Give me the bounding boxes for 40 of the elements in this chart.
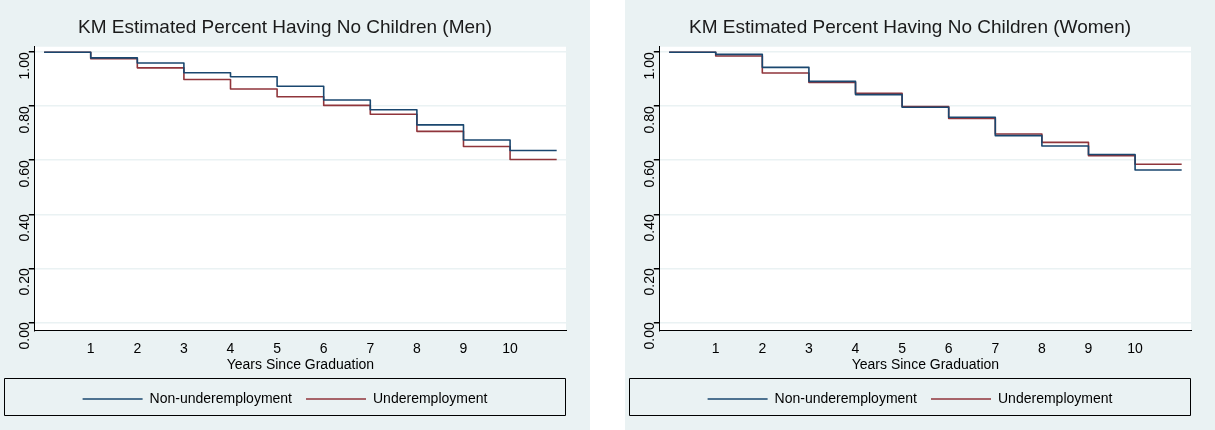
x-tick-label: 6 [944,339,953,356]
x-tick-label: 3 [180,339,189,356]
x-tick-label: 3 [805,339,814,356]
legend-label: Non-underemployment [774,389,918,406]
y-tick-label: 0.00 [15,322,32,350]
x-tick-label: 4 [851,339,860,356]
y-tick-label: 1.00 [15,51,32,80]
x-tick-label: 7 [366,339,375,356]
x-axis-title: Years Since Graduation [851,356,1000,373]
y-tick-label: 0.80 [15,106,32,134]
chart-title: KM Estimated Percent Having No Children (Women) [688,15,1132,37]
y-tick-label: 0.80 [640,106,657,134]
x-tick-label: 8 [1037,339,1046,356]
y-tick-label: 1.00 [640,51,657,80]
chart-title: KM Estimated Percent Having No Children (Men) [78,15,492,37]
x-tick-label: 10 [1127,339,1144,356]
x-tick-label: 1 [86,339,95,356]
x-tick-label: 4 [226,339,235,356]
x-tick-label: 5 [898,339,907,356]
y-tick-label: 0.20 [15,268,32,296]
x-tick-label: 8 [412,339,421,356]
x-tick-label: 7 [991,339,1000,356]
y-tick-label: 0.20 [640,268,657,296]
y-tick-label: 0.00 [640,322,657,350]
x-tick-label: 9 [459,339,468,356]
legend-label: Underemployment [998,389,1113,406]
x-axis-title: Years Since Graduation [226,356,375,373]
x-tick-label: 2 [758,339,767,356]
x-tick-label: 2 [133,339,142,356]
legend-label: Non-underemployment [149,389,293,406]
x-tick-label: 1 [711,339,720,356]
y-tick-label: 0.60 [640,160,657,188]
y-tick-label: 0.40 [640,214,657,242]
legend-label: Underemployment [373,389,488,406]
y-tick-label: 0.40 [15,214,32,242]
y-tick-label: 0.60 [15,160,32,188]
x-tick-label: 5 [273,339,282,356]
x-tick-label: 9 [1084,339,1093,356]
x-tick-label: 6 [319,339,328,356]
x-tick-label: 10 [502,339,519,356]
